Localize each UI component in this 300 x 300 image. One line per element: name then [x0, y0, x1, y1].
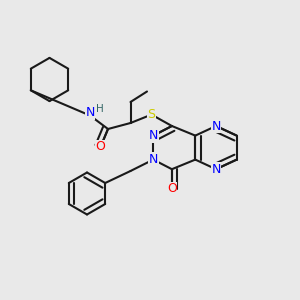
Text: N: N — [148, 153, 158, 166]
Text: N: N — [211, 119, 221, 133]
Text: S: S — [148, 108, 155, 121]
Text: N: N — [85, 106, 95, 119]
Text: O: O — [167, 182, 177, 196]
Text: O: O — [96, 140, 105, 154]
Text: H: H — [96, 104, 104, 114]
Text: N: N — [148, 129, 158, 142]
Text: N: N — [211, 163, 221, 176]
